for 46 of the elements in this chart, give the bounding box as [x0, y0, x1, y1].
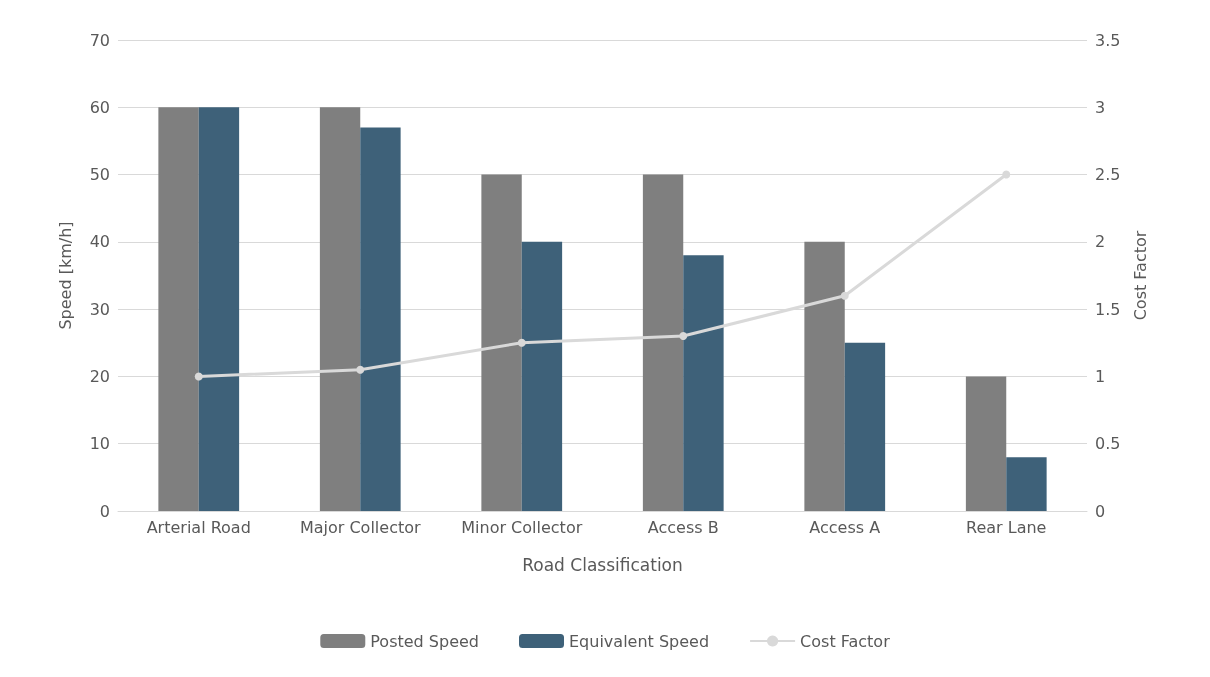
bar [683, 255, 724, 511]
x-tick-label: Minor Collector [461, 517, 583, 537]
x-tick-label: Access B [647, 517, 719, 537]
x-tick-label: Arterial Road [146, 517, 251, 537]
bar [804, 241, 845, 511]
y2-tick-label: 0 [1095, 501, 1106, 521]
y-tick-label: 20 [89, 366, 110, 386]
bar [360, 127, 401, 511]
y2-tick-label: 1.5 [1095, 299, 1121, 319]
bar [158, 107, 199, 511]
y2-tick-label: 3 [1095, 97, 1106, 117]
y2-tick-label: 2.5 [1095, 165, 1121, 185]
y2-tick-label: 3.5 [1095, 30, 1121, 50]
point [356, 365, 365, 374]
y-tick-label: 0 [99, 501, 110, 521]
point [840, 291, 849, 300]
y-axis-title: Speed [km/h] [55, 221, 75, 330]
x-tick-label: Major Collector [299, 517, 421, 537]
y-tick-label: 50 [89, 165, 110, 185]
bar [642, 174, 684, 511]
y-tick-label: 40 [89, 232, 110, 252]
bar [1006, 457, 1047, 511]
y2-axis-title: Cost Factor [1130, 230, 1150, 321]
legend-label: Posted Speed [370, 631, 480, 651]
y-tick-label: 30 [89, 299, 110, 319]
x-axis-title: Road Classification [522, 554, 683, 575]
y2-tick-label: 1 [1095, 366, 1106, 386]
bar [198, 107, 240, 511]
legend-label: Equivalent Speed [569, 631, 710, 651]
bar [521, 241, 563, 511]
y-tick-label: 60 [89, 97, 110, 117]
y-tick-label: 10 [89, 434, 110, 454]
point [517, 338, 526, 347]
y2-tick-label: 2 [1095, 232, 1106, 252]
bar [965, 376, 1007, 511]
point [1002, 170, 1011, 179]
y2-tick-label: 0.5 [1095, 434, 1121, 454]
point [679, 332, 688, 341]
bar [844, 342, 886, 511]
x-tick-label: Rear Lane [966, 517, 1047, 537]
point [194, 372, 203, 381]
bar [319, 107, 361, 511]
bar [481, 174, 522, 511]
x-tick-label: Access A [809, 517, 881, 537]
y-tick-label: 70 [89, 30, 110, 50]
legend-label: Cost Factor [800, 631, 891, 651]
